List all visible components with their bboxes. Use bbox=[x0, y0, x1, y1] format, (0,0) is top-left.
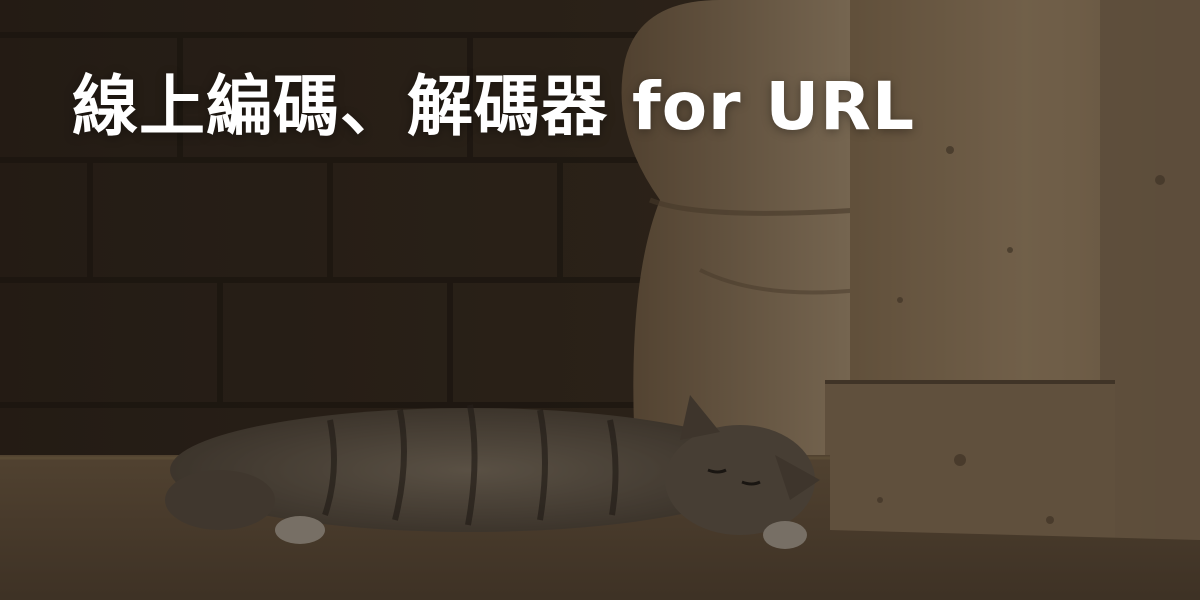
sleeping-cat-icon bbox=[165, 395, 820, 549]
stone-arch bbox=[621, 0, 870, 520]
brick-mortar-lines bbox=[0, 32, 650, 408]
hero-title: 線上編碼、解碼器 for URL bbox=[72, 68, 916, 145]
